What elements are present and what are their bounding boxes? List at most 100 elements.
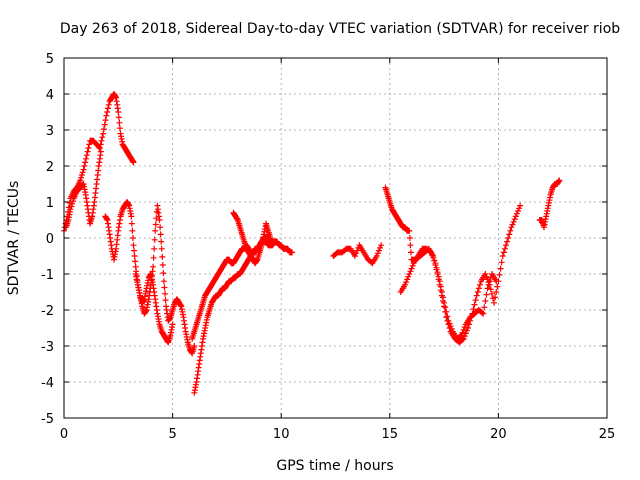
data-point-interp (374, 250, 381, 257)
data-point-interp (503, 242, 510, 249)
data-point (103, 112, 110, 119)
data-point (428, 249, 435, 256)
data-point-interp (509, 221, 516, 228)
y-tick-label: -2 (41, 304, 54, 319)
data-point (128, 213, 135, 220)
data-point-interp (157, 231, 164, 238)
data-point-interp (151, 236, 158, 243)
data-point (100, 130, 107, 137)
y-tick-label: 2 (46, 160, 54, 175)
data-point (130, 242, 137, 249)
series-arc-3 (102, 199, 176, 346)
data-point-interp (498, 259, 505, 266)
data-point-interp (457, 333, 464, 340)
data-point (96, 145, 103, 151)
data-point-interp (159, 253, 166, 260)
data-point-interp (161, 284, 168, 291)
data-point-interp (446, 320, 453, 327)
data-point-interp (496, 271, 503, 278)
data-point-interp (493, 289, 500, 295)
x-tick-label: 15 (382, 427, 399, 442)
series-arc-7 (230, 209, 274, 267)
data-point-interp (408, 265, 415, 272)
data-point-interp (459, 329, 466, 336)
data-point-interp (429, 252, 436, 259)
data-point-interp (104, 109, 111, 115)
data-point (441, 299, 448, 306)
data-point-interp (435, 273, 442, 280)
data-point-interp (460, 326, 467, 333)
data-point-interp (511, 216, 518, 223)
data-point-interp (403, 279, 410, 286)
y-tick-label: 1 (46, 196, 54, 211)
y-tick-label: 5 (46, 52, 54, 67)
data-point-interp (461, 324, 468, 331)
data-point-interp (129, 235, 136, 241)
y-axis-title: SDTVAR / TECUs (6, 181, 22, 296)
data-point-interp (438, 289, 445, 295)
y-tick-label: 0 (46, 232, 54, 247)
y-tick-label: -4 (41, 376, 54, 391)
data-point (169, 321, 176, 328)
data-point-interp (406, 235, 413, 241)
data-point (508, 224, 515, 231)
data-point-interp (407, 242, 414, 249)
data-point-interp (492, 294, 499, 301)
data-point-interp (354, 247, 361, 254)
data-point-interp (116, 125, 123, 132)
data-point (491, 299, 498, 306)
data-point-interp (82, 155, 89, 162)
points-layer (61, 91, 563, 396)
x-tick-label: 25 (599, 427, 616, 442)
data-point-interp (516, 205, 523, 212)
series-arc-4 (132, 202, 198, 357)
data-point-interp (481, 304, 488, 311)
data-point-interp (158, 238, 165, 245)
plot-frame (63, 57, 608, 419)
data-point-interp (104, 105, 111, 112)
data-point-interp (150, 254, 157, 261)
data-point (191, 343, 198, 349)
data-point-interp (129, 227, 136, 234)
series-arc-11 (536, 177, 563, 231)
y-tick-label: -3 (41, 340, 54, 355)
data-point-interp (430, 254, 437, 261)
data-point (156, 217, 163, 223)
data-point-interp (463, 327, 470, 334)
data-point-interp (97, 141, 104, 148)
data-point-interp (513, 210, 520, 217)
data-point (273, 238, 280, 245)
y-tick-label: 4 (46, 88, 54, 103)
data-point (80, 166, 87, 173)
series-arc-10 (397, 245, 500, 342)
data-point-interp (483, 273, 490, 280)
data-point (445, 317, 452, 324)
data-point (443, 314, 450, 321)
data-point-interp (160, 270, 167, 277)
data-point-interp (86, 141, 93, 148)
data-point-interp (494, 283, 501, 290)
x-tick-label: 5 (168, 427, 176, 442)
data-point-interp (475, 285, 482, 292)
data-point-interp (506, 231, 513, 238)
data-point-interp (443, 308, 450, 315)
data-point (406, 227, 413, 234)
data-point (464, 325, 471, 331)
data-point-interp (78, 172, 85, 178)
data-point-interp (105, 101, 112, 108)
data-point-interp (486, 278, 493, 285)
y-tick-label: -1 (41, 268, 54, 283)
data-point (267, 235, 274, 241)
data-point-interp (100, 126, 107, 133)
data-point-interp (459, 336, 466, 343)
data-point-interp (81, 163, 88, 169)
chart-title: Day 263 of 2018, Sidereal Day-to-day VTE… (60, 21, 620, 37)
y-tick-label: -5 (41, 412, 54, 427)
data-point-interp (353, 250, 360, 257)
data-point-interp (510, 218, 517, 225)
data-point-interp (407, 249, 414, 256)
data-point (480, 310, 487, 317)
data-point (460, 335, 467, 342)
data-point (97, 148, 104, 155)
